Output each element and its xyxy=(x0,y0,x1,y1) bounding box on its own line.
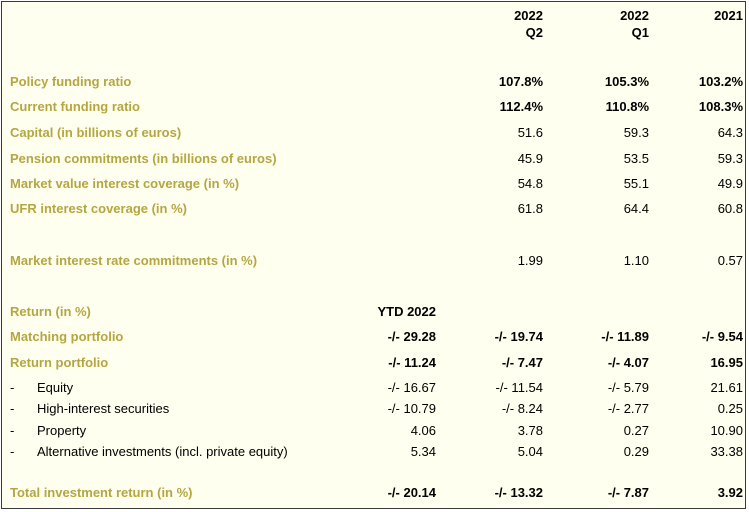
cell-2021: 64.3 xyxy=(717,125,743,140)
cell-q1: 105.3% xyxy=(604,74,649,89)
cell-q2: 1.99 xyxy=(517,253,543,268)
cell-q1: -/- 4.07 xyxy=(607,355,649,370)
returns-label: Return (in %) xyxy=(10,304,91,319)
table-row: Market interest rate commitments (in %) … xyxy=(2,251,745,271)
cell-2021: 33.38 xyxy=(710,444,743,459)
cell-q2: 51.6 xyxy=(517,125,543,140)
cell-q1: 0.27 xyxy=(623,423,649,438)
header-year-row: 2022 2022 2021 xyxy=(2,6,745,26)
cell-q2: -/- 13.32 xyxy=(494,485,543,500)
bullet-dash: - xyxy=(10,380,15,395)
header-q1-period: Q1 xyxy=(631,25,649,40)
header-q1-year: 2022 xyxy=(620,8,649,23)
row-label: Current funding ratio xyxy=(10,99,140,114)
cell-2021: 60.8 xyxy=(717,201,743,216)
row-label: Total investment return (in %) xyxy=(10,485,193,500)
bullet-dash: - xyxy=(10,444,15,459)
header-q2-period: Q2 xyxy=(525,25,543,40)
cell-q1: 64.4 xyxy=(623,201,649,216)
cell-q2: 54.8 xyxy=(517,176,543,191)
cell-q1: 0.29 xyxy=(623,444,649,459)
cell-q2: 107.8% xyxy=(498,74,543,89)
row-label: Policy funding ratio xyxy=(10,74,132,89)
cell-q2: 112.4% xyxy=(499,99,543,114)
cell-2021: 0.25 xyxy=(717,401,743,416)
cell-q1: -/- 5.79 xyxy=(607,380,649,395)
table-row: Pension commitments (in billions of euro… xyxy=(2,149,745,169)
cell-q2: -/- 8.24 xyxy=(501,401,543,416)
cell-2021: 59.3 xyxy=(717,151,743,166)
table-row: - Alternative investments (incl. private… xyxy=(2,442,745,462)
bullet-dash: - xyxy=(10,401,15,416)
row-label: UFR interest coverage (in %) xyxy=(10,201,187,216)
cell-2021: 21.61 xyxy=(710,380,743,395)
cell-ytd: 4.06 xyxy=(410,423,436,438)
cell-2021: 108.3% xyxy=(698,99,743,114)
cell-q2: 3.78 xyxy=(517,423,543,438)
cell-q2: -/- 7.47 xyxy=(501,355,543,370)
cell-q2: 5.04 xyxy=(517,444,543,459)
cell-q1: 59.3 xyxy=(623,125,649,140)
table-row: Capital (in billions of euros) 51.6 59.3… xyxy=(2,123,745,143)
row-label: Matching portfolio xyxy=(10,329,124,344)
cell-q2: 45.9 xyxy=(517,151,543,166)
cell-q1: 110.8% xyxy=(605,99,649,114)
bullet-dash: - xyxy=(10,423,15,438)
row-label: Market interest rate commitments (in %) xyxy=(10,253,258,268)
table-row: Return portfolio -/- 11.24 -/- 7.47 -/- … xyxy=(2,353,745,373)
table-row: Current funding ratio 112.4% 110.8% 108.… xyxy=(2,97,745,117)
row-label-text: Property xyxy=(37,423,87,438)
cell-q1: 53.5 xyxy=(623,151,649,166)
cell-2021: 103.2% xyxy=(698,74,743,89)
cell-ytd: -/- 10.79 xyxy=(387,401,436,416)
table-row-total: Total investment return (in %) -/- 20.14… xyxy=(2,483,745,503)
table-row: Policy funding ratio 107.8% 105.3% 103.2… xyxy=(2,72,745,92)
cell-q2: 61.8 xyxy=(517,201,543,216)
row-label: Return portfolio xyxy=(10,355,109,370)
table-row: UFR interest coverage (in %) 61.8 64.4 6… xyxy=(2,199,745,219)
cell-q1: 1.10 xyxy=(623,253,649,268)
cell-2021: 10.90 xyxy=(710,423,743,438)
cell-ytd: -/- 29.28 xyxy=(387,329,436,344)
row-label: Market value interest coverage (in %) xyxy=(10,176,240,191)
cell-ytd: -/- 16.67 xyxy=(387,380,436,395)
cell-2021: 49.9 xyxy=(717,176,743,191)
table-row: - Equity -/- 16.67 -/- 11.54 -/- 5.79 21… xyxy=(2,378,745,398)
cell-2021: 16.95 xyxy=(710,355,743,370)
cell-q1: -/- 7.87 xyxy=(607,485,649,500)
cell-2021: 0.57 xyxy=(717,253,743,268)
row-label-text: Equity xyxy=(37,380,74,395)
header-q2-year: 2022 xyxy=(514,8,543,23)
table-row: - High-interest securities -/- 10.79 -/-… xyxy=(2,399,745,419)
header-2021-year: 2021 xyxy=(714,8,743,23)
cell-ytd: -/- 20.14 xyxy=(387,485,436,500)
cell-2021: -/- 9.54 xyxy=(701,329,743,344)
cell-ytd: 5.34 xyxy=(410,444,436,459)
cell-q2: -/- 11.54 xyxy=(495,380,543,395)
header-ytd: YTD 2022 xyxy=(377,304,436,319)
cell-q1: -/- 11.89 xyxy=(601,329,649,344)
header-period-row: Q2 Q1 xyxy=(2,23,745,43)
table-row: Matching portfolio -/- 29.28 -/- 19.74 -… xyxy=(2,327,745,347)
cell-q1: 55.1 xyxy=(623,176,649,191)
table-row: Market value interest coverage (in %) 54… xyxy=(2,174,745,194)
cell-2021: 3.92 xyxy=(717,485,743,500)
cell-ytd: -/- 11.24 xyxy=(388,355,436,370)
row-label-text: High-interest securities xyxy=(37,401,170,416)
cell-q2: -/- 19.74 xyxy=(494,329,543,344)
row-label-text: Alternative investments (incl. private e… xyxy=(37,444,288,459)
row-label: Capital (in billions of euros) xyxy=(10,125,182,140)
row-label: Pension commitments (in billions of euro… xyxy=(10,151,277,166)
returns-header-row: Return (in %) YTD 2022 xyxy=(2,302,745,322)
table-row: - Property 4.06 3.78 0.27 10.90 xyxy=(2,421,745,441)
cell-q1: -/- 2.77 xyxy=(607,401,649,416)
